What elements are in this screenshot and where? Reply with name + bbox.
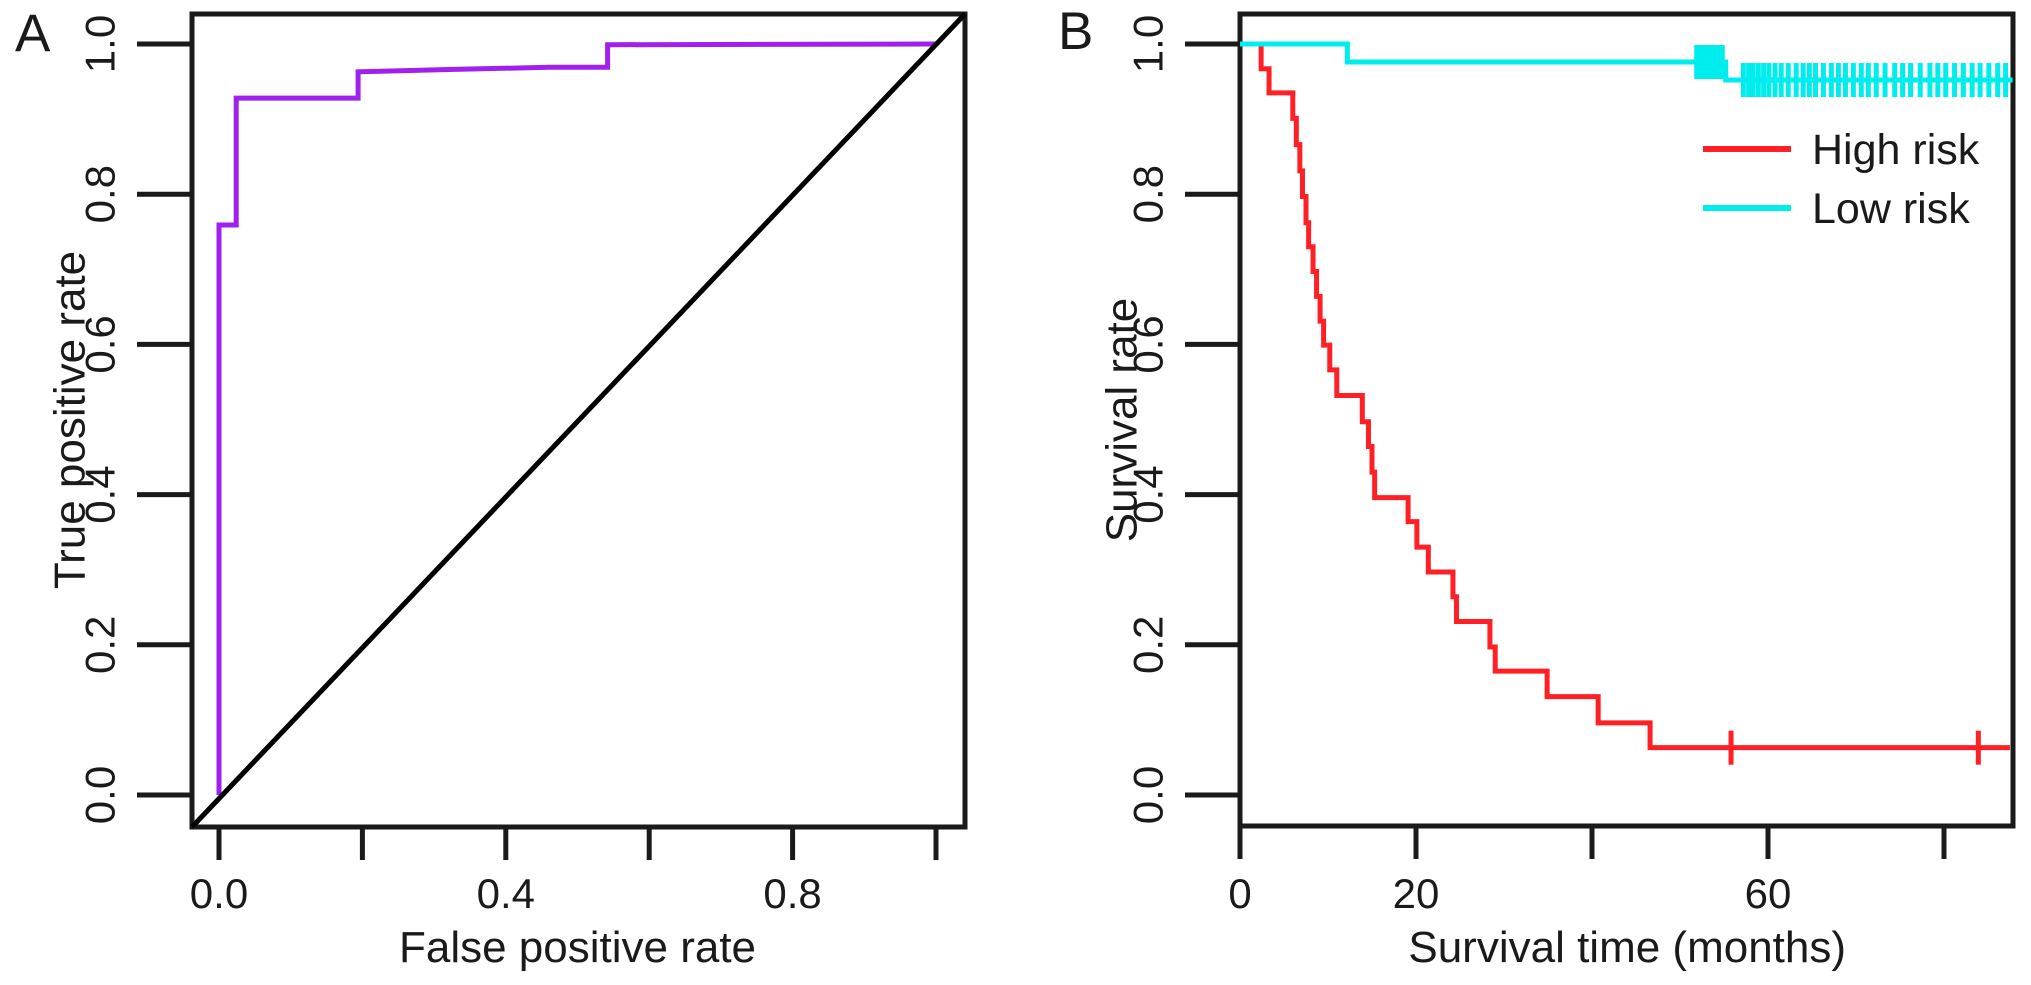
- y-tick-label: 0.0: [77, 766, 124, 824]
- panel-letter: A: [15, 4, 51, 63]
- x-tick-label: 0: [1228, 870, 1251, 917]
- y-tick-label: 0.6: [77, 315, 124, 373]
- roc-curve: [216, 41, 937, 795]
- y-tick-label: 0.2: [77, 616, 124, 674]
- panel-b-survival-plot: 0 20 60 0.0 0.2 0.4 0.6 0.8 1.0 Survival time (mo…: [1058, 2, 2016, 972]
- y-tick-label: 1.0: [1125, 15, 1172, 73]
- x-tick-label: 0.0: [190, 870, 248, 917]
- y-tick-label: 0.4: [77, 465, 124, 523]
- x-tick-label: 20: [1393, 870, 1440, 917]
- y-tick-label: 0.8: [77, 165, 124, 223]
- legend-label: Low risk: [1812, 185, 1970, 233]
- y-tick-label: 0.4: [1125, 465, 1172, 523]
- panel-letter: B: [1058, 2, 1093, 61]
- y-tick-label: 0.8: [1125, 165, 1172, 223]
- y-tick-label: 0.2: [1125, 616, 1172, 674]
- y-tick-label: 0.0: [1125, 766, 1172, 824]
- y-tick-label: 1.0: [77, 15, 124, 73]
- y-axis-title: Survival rate: [1098, 298, 1147, 543]
- legend: High risk Low risk: [1703, 126, 1980, 233]
- x-axis-title: False positive rate: [399, 923, 756, 972]
- y-tick-label: 0.6: [1125, 315, 1172, 373]
- plot-box: [189, 11, 968, 830]
- legend-label: High risk: [1812, 126, 1980, 174]
- x-tick-label: 0.8: [763, 870, 821, 917]
- panel-a-roc-plot: 0.0 0.4 0.8 0.0 0.2 0.4 0.6 0.8 1.0 False positiv…: [15, 4, 968, 972]
- km-high-risk-curve: [1240, 41, 2010, 751]
- y-axis-title: True positive rate: [46, 251, 95, 589]
- diagonal-reference-line: [190, 12, 967, 829]
- x-tick-label: 60: [1745, 870, 1792, 917]
- plot-box: [1237, 11, 2016, 829]
- x-tick-label: 0.4: [477, 870, 535, 917]
- x-axis-title: Survival time (months): [1408, 923, 1846, 972]
